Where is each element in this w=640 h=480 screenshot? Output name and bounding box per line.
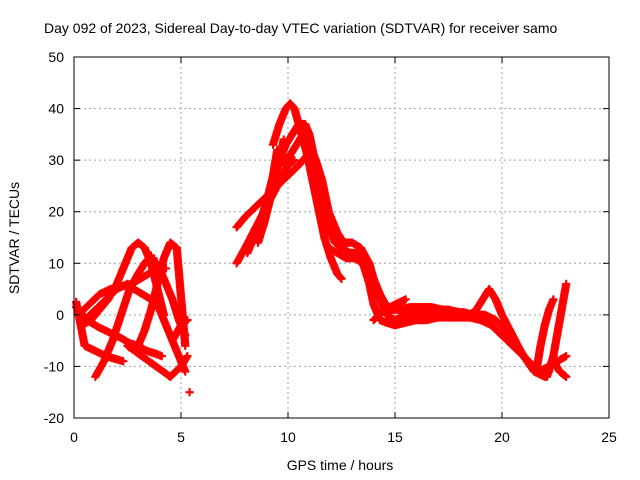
data-point [290,155,299,165]
series-arc-6 [91,251,156,382]
chart-title: Day 092 of 2023, Sidereal Day-to-day VTE… [44,20,557,36]
data-points [71,99,571,397]
y-tick-label: 30 [48,152,64,168]
series-arc-14 [253,135,289,247]
data-point [185,387,194,397]
x-tick-label: 5 [177,429,185,445]
data-point [561,279,571,289]
data-point [180,367,190,376]
x-tick-label: 20 [494,429,510,445]
series-pt-1 [185,387,194,397]
tick-labels: 0 5 10 15 20 25 -20 -10 0 10 20 30 40 50 [44,49,617,445]
y-tick-label: 0 [56,307,64,323]
y-tick-label: 10 [48,255,64,271]
y-tick-label: 20 [48,204,64,220]
data-point [180,341,190,351]
series-arc-21 [542,279,571,382]
series-arc-9 [148,253,190,340]
data-point [183,351,192,361]
x-tick-label: 0 [70,429,78,445]
data-point [180,331,190,340]
series-arc-22 [549,356,571,382]
series-arc-8 [123,341,192,382]
data-point [549,295,558,304]
data-point [118,356,128,366]
data-point [183,315,192,325]
data-point [401,295,410,304]
series-arc-10 [168,315,192,345]
y-tick-label: -20 [44,410,64,426]
y-tick-label: 40 [48,101,64,117]
x-tick-label: 15 [387,429,403,445]
data-point [337,274,346,284]
plot-frame [73,56,610,419]
series-arc-20 [531,295,558,376]
data-point [561,351,571,361]
data-point [159,310,169,320]
grid-lines [74,57,609,418]
y-tick-label: 50 [48,49,64,65]
data-point [561,372,571,382]
x-axis-label: GPS time / hours [287,457,394,473]
y-tick-label: -10 [44,358,64,374]
x-tick-label: 25 [601,429,617,445]
x-tick-label: 10 [280,429,296,445]
data-point [157,351,167,361]
y-axis-label: SDTVAR / TECUs [6,182,22,294]
series-arc-19 [369,295,410,325]
axis-ticks [73,56,610,419]
